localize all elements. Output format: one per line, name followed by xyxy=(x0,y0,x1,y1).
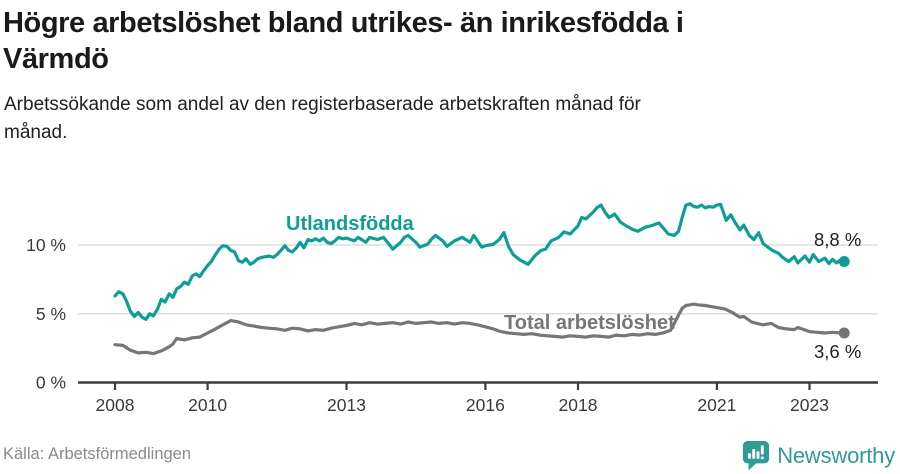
header: Högre arbetslöshet bland utrikes- än inr… xyxy=(3,6,897,147)
x-axis-tick-label: 2018 xyxy=(559,395,598,415)
title-line-2: Värmdö xyxy=(3,42,109,75)
series-line-utlandsfodda xyxy=(113,202,846,321)
y-axis-tick-label: 0 % xyxy=(36,373,66,393)
series-end-dot-total-arbetsloshet xyxy=(838,327,850,339)
end-value-label-utlandsfodda: 8,8 % xyxy=(814,229,862,250)
series-line-total-arbetsloshet xyxy=(113,302,846,356)
subtitle-line-2: månad. xyxy=(4,121,68,143)
y-axis-tick-label: 5 % xyxy=(36,304,66,324)
page-title: Högre arbetslöshet bland utrikes- än inr… xyxy=(3,6,897,78)
end-value-label-total-arbetsloshet: 3,6 % xyxy=(814,341,862,362)
subtitle-line-1: Arbetssökande som andel av den registerb… xyxy=(4,93,641,115)
series-end-dot-utlandsfodda xyxy=(838,256,850,267)
newsworthy-wordmark: Newsworthy xyxy=(777,442,895,468)
x-axis-tick-label: 2013 xyxy=(327,395,366,415)
series-label-utlandsfodda: Utlandsfödda xyxy=(286,213,414,235)
x-axis-tick-label: 2021 xyxy=(697,395,736,415)
x-axis-tick-label: 2016 xyxy=(466,395,505,415)
source-attribution: Källa: Arbetsförmedlingen xyxy=(3,445,192,463)
x-axis-tick-label: 2008 xyxy=(96,395,135,415)
chart-subtitle: Arbetssökande som andel av den registerb… xyxy=(4,91,897,147)
title-line-1: Högre arbetslöshet bland utrikes- än inr… xyxy=(3,7,684,39)
series-label-total-arbetsloshet: Total arbetslöshet xyxy=(504,312,675,334)
x-axis-tick-label: 2010 xyxy=(188,395,227,415)
newsworthy-logo: Newsworthy xyxy=(742,440,895,471)
x-axis-tick-label: 2023 xyxy=(790,395,829,415)
bar-chart-speech-bubble-icon xyxy=(743,441,770,471)
y-axis-tick-label: 10 % xyxy=(26,235,66,255)
